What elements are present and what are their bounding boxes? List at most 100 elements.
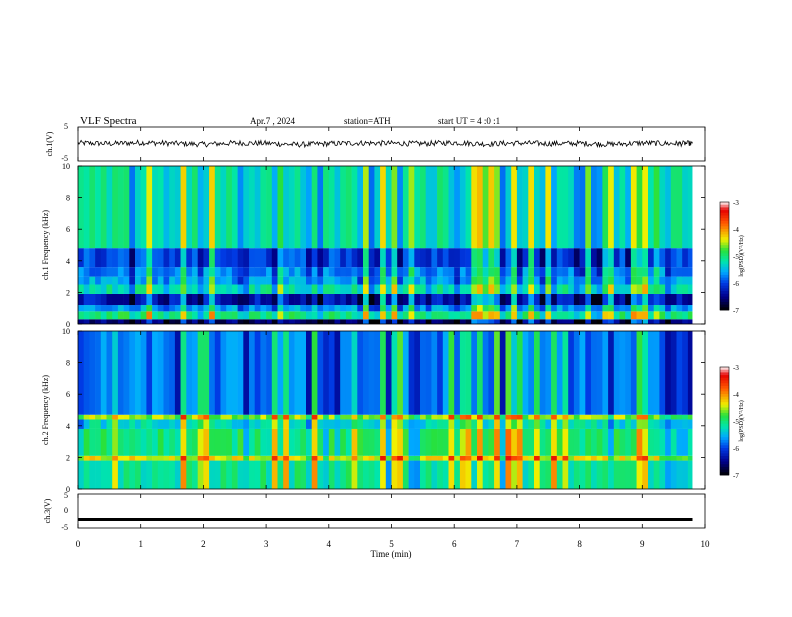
- spectrogram-cell: [431, 319, 438, 324]
- spectrogram-cell: [363, 305, 369, 312]
- spectrogram-cell: [591, 311, 597, 320]
- spectrogram-cell: [516, 331, 523, 415]
- spectrogram-cell: [271, 248, 278, 268]
- colorbar-segment: [720, 448, 729, 452]
- spectrogram-cell: [226, 414, 233, 420]
- spectrogram-cell: [254, 319, 261, 324]
- spectrogram-cell: [636, 414, 643, 420]
- time-tick-label: 10: [701, 539, 711, 549]
- spectrogram-cell: [505, 419, 512, 429]
- spectrogram-cell: [328, 293, 335, 306]
- spectrogram-cell: [95, 311, 102, 320]
- spectrogram-cell: [300, 331, 307, 415]
- spectrogram-cell: [454, 319, 461, 324]
- spectrogram-cell: [380, 276, 387, 285]
- spectrogram-cell: [539, 331, 546, 415]
- colorbar-segment: [720, 453, 729, 457]
- spectrogram-cell: [89, 331, 96, 415]
- spectrogram-cell: [140, 455, 147, 461]
- spectrogram-cell: [266, 311, 273, 320]
- spectrogram-cell: [602, 166, 609, 249]
- spectrogram-cell: [585, 419, 592, 429]
- spectrogram-cell: [625, 248, 632, 268]
- spectrogram-cell: [112, 414, 119, 420]
- spectrogram-cell: [420, 331, 426, 415]
- spectrogram-cell: [294, 267, 301, 277]
- spectrogram-cell: [648, 455, 654, 461]
- spectrogram-cell: [345, 293, 352, 306]
- spectrogram-cell: [585, 428, 592, 456]
- spectrogram-cell: [676, 428, 683, 456]
- spectrogram-cell: [636, 284, 643, 294]
- spectrogram-cell: [625, 305, 632, 312]
- spectrogram-cell: [174, 455, 181, 461]
- spectrogram-cell: [146, 460, 153, 489]
- colorbar-segment: [720, 418, 729, 422]
- spectrogram-cell: [186, 311, 193, 320]
- spectrogram-cell: [117, 248, 124, 268]
- spectrogram-cell: [89, 319, 96, 324]
- spectrogram-cell: [459, 419, 466, 429]
- spectrogram-cell: [237, 331, 244, 415]
- spectrogram-cell: [391, 455, 398, 461]
- spectrogram-cell: [334, 319, 341, 324]
- spectrogram-cell: [100, 331, 107, 415]
- spectrogram-cell: [345, 428, 352, 456]
- spectrogram-cell: [95, 419, 102, 429]
- colorbar-tick-label: -4: [733, 391, 739, 399]
- spectrogram-cell: [477, 284, 483, 294]
- spectrogram-cell: [277, 166, 284, 249]
- spectrogram-cell: [163, 284, 170, 294]
- spectrogram-cell: [203, 305, 210, 312]
- ch1-ytick-bottom: -5: [61, 154, 68, 163]
- colorbar-segment: [720, 234, 729, 238]
- spectrogram-cell: [112, 331, 119, 415]
- spectrogram-cell: [237, 460, 244, 489]
- spectrogram-cell: [482, 305, 489, 312]
- spectrogram-cell: [625, 293, 632, 306]
- ch3-ytick-mid: 0: [64, 506, 68, 515]
- spectrogram-cell: [237, 419, 244, 429]
- spectrogram-cell: [562, 319, 569, 324]
- spectrogram-cell: [368, 166, 375, 249]
- spectrogram-cell: [431, 455, 438, 461]
- spectrogram-cell: [591, 460, 597, 489]
- spectrogram-cell: [522, 460, 529, 489]
- colorbar-segment: [720, 407, 729, 411]
- spectrogram-cell: [642, 284, 649, 294]
- colorbar-segment: [720, 404, 729, 408]
- spectrogram-cell: [648, 428, 654, 456]
- spectrogram-cell: [448, 305, 455, 312]
- spectrogram-cell: [442, 455, 449, 461]
- spectrogram-cell: [516, 414, 523, 420]
- spectrogram-cell: [288, 319, 295, 324]
- spectrogram-cell: [317, 455, 324, 461]
- spectrogram-cell: [169, 284, 176, 294]
- spectrogram-cell: [522, 276, 529, 285]
- colorbar-segment: [720, 229, 729, 233]
- colorbar-segment: [720, 412, 729, 416]
- spectrogram-cell: [397, 460, 404, 489]
- spectrogram-cell: [129, 248, 136, 268]
- spectrogram-cell: [368, 305, 375, 312]
- spectrogram-cell: [494, 455, 501, 461]
- spectrogram-cell: [260, 293, 267, 306]
- spectrogram-cell: [465, 305, 472, 312]
- spectrogram-cell: [78, 248, 84, 268]
- spectrogram-cell: [180, 319, 187, 324]
- spectrogram-cell: [437, 305, 444, 312]
- colorbar-segment: [720, 469, 729, 473]
- colorbar-segment: [720, 277, 729, 281]
- spectrogram-cell: [249, 293, 255, 306]
- spectrogram-cell: [653, 311, 660, 320]
- ch1-spectrogram-ylabel: ch.1 Frequency (kHz): [41, 210, 50, 280]
- spectrogram-cell: [271, 428, 278, 456]
- spectrogram-cell: [425, 460, 432, 489]
- spectrogram-cell: [243, 248, 250, 268]
- spectrogram-cell: [169, 267, 176, 277]
- spectrogram-cell: [402, 293, 409, 306]
- spectrogram-cell: [499, 166, 506, 249]
- spectrogram-cell: [556, 455, 563, 461]
- colorbar-tick-label: -7: [733, 307, 739, 315]
- spectrogram-cell: [323, 331, 330, 415]
